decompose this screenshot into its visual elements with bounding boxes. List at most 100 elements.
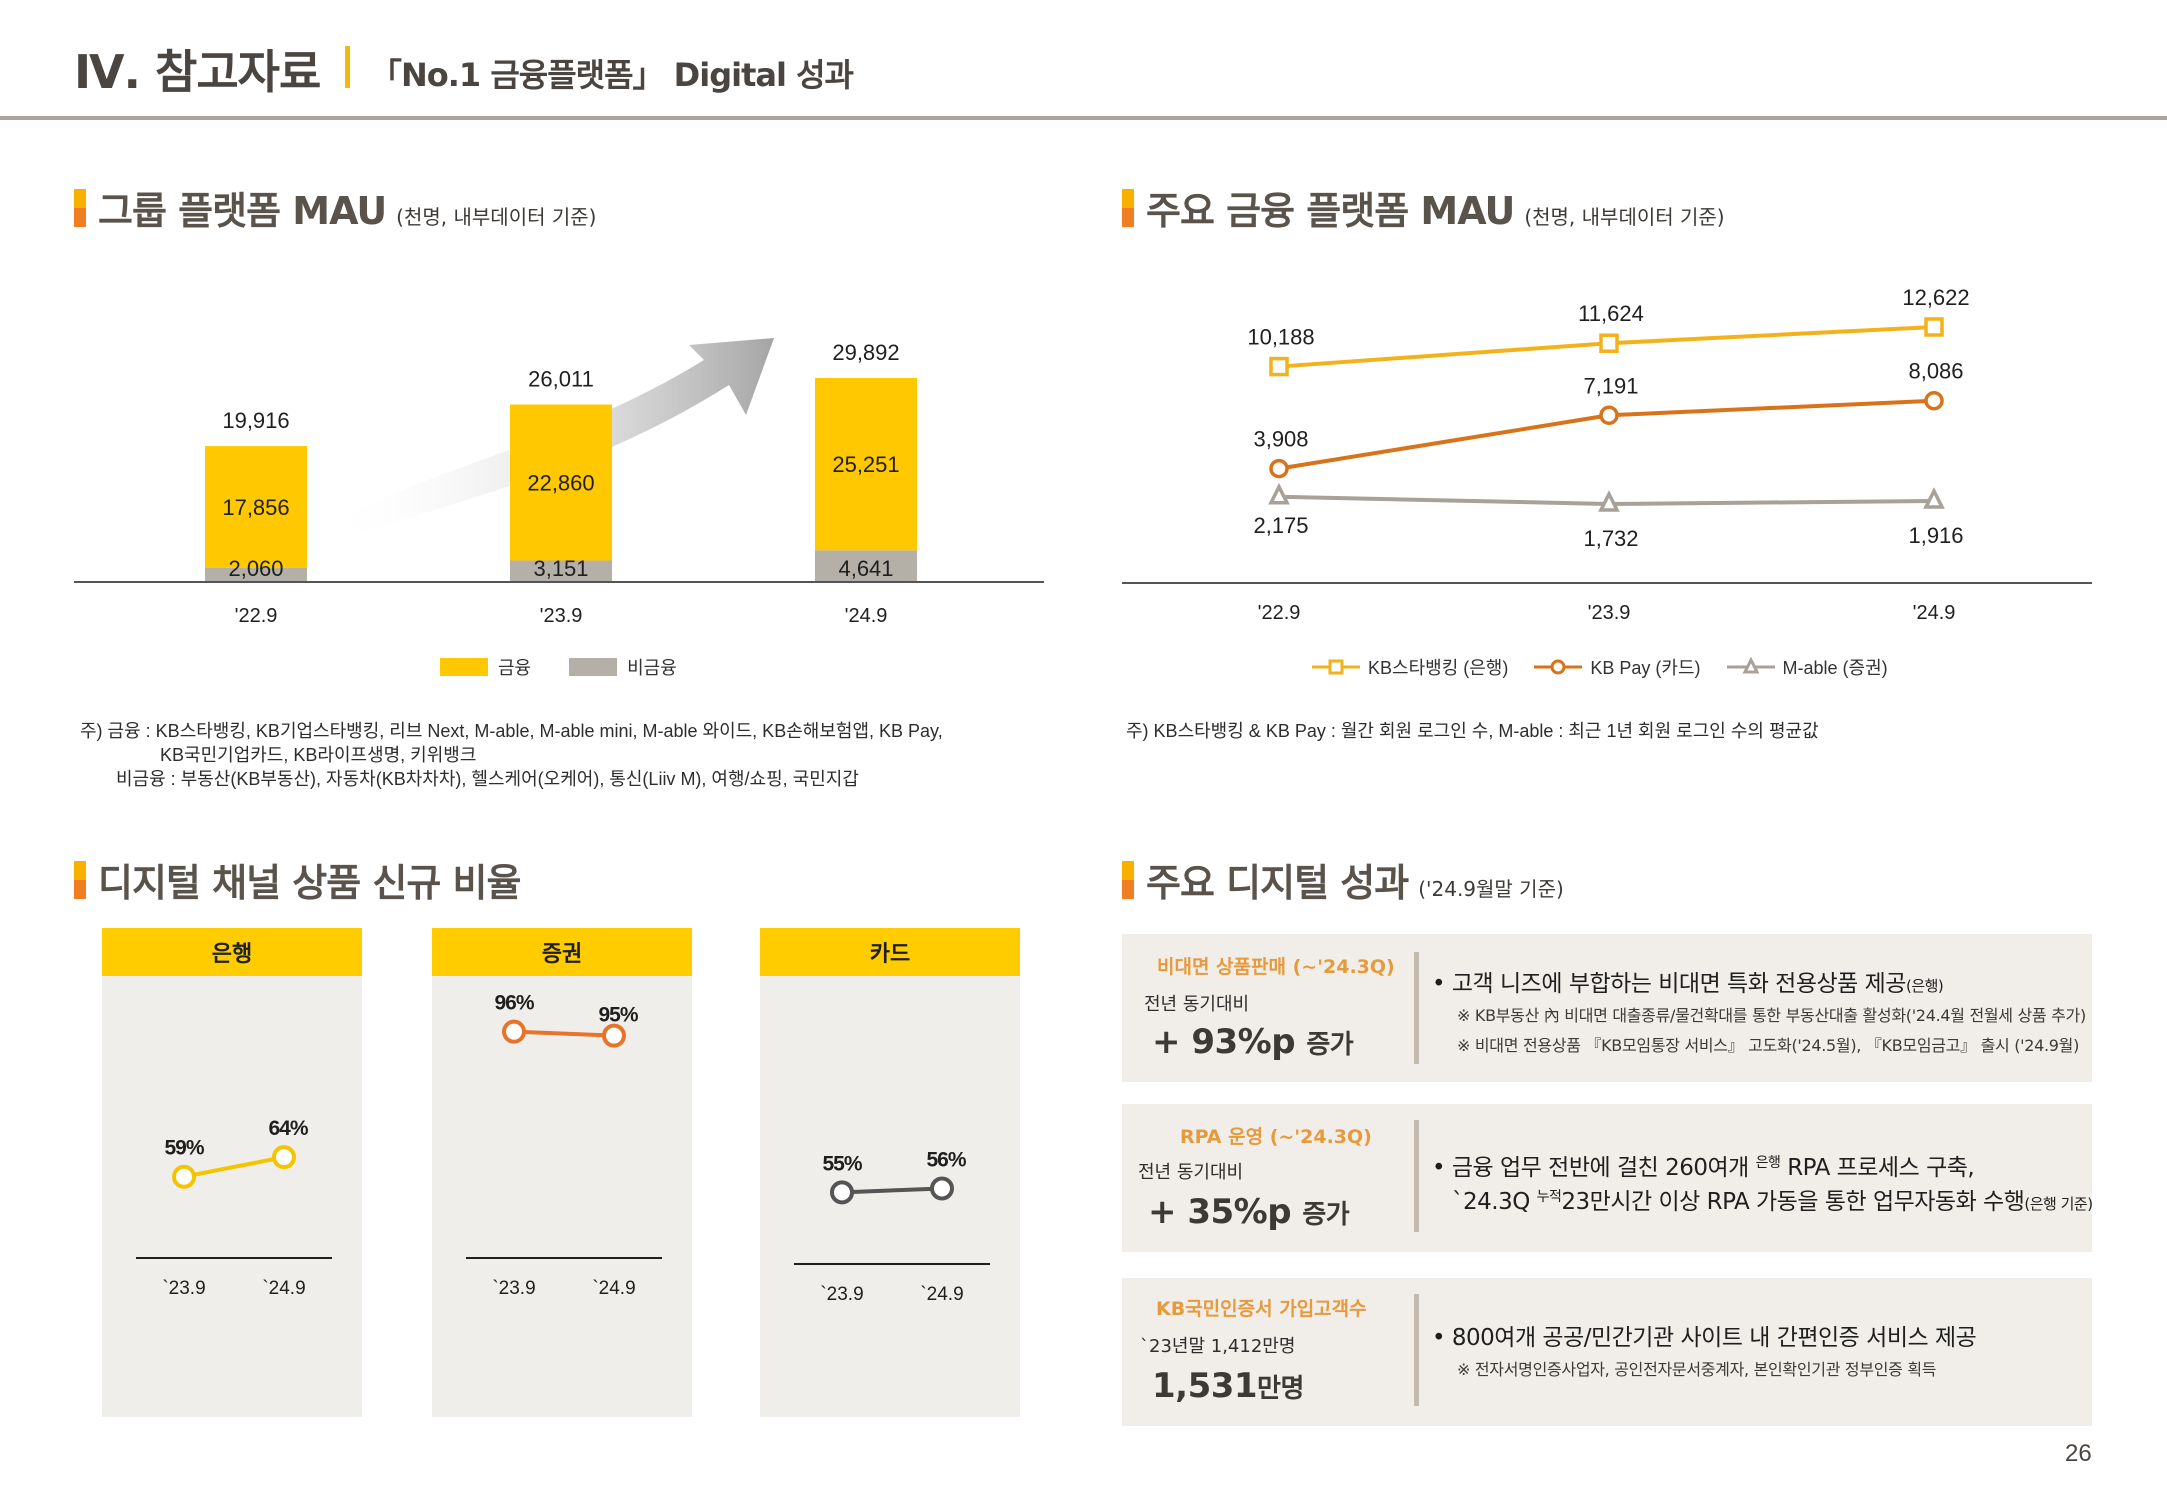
section-accent-bar: [1122, 860, 1134, 899]
kpi-bullet-sup: 은행: [1755, 1155, 1781, 1171]
bar-label-total: 29,892: [832, 340, 899, 365]
ratio-point: [172, 1164, 196, 1189]
kpi-panel-rpa: RPA 운영 (~'24.3Q) 전년 동기대비 + 35%p 증가 • 금융 …: [1122, 1104, 2093, 1252]
circle-marker: [1924, 390, 1944, 411]
x-tick-label: `24.9: [262, 1278, 305, 1299]
group-mau-note-line2: KB국민기업카드, KB라이프생명, 키위뱅크: [160, 745, 477, 765]
kpi-value: + 93%p 증가: [1152, 1022, 1354, 1062]
kpi-bullet-suffix: (은행): [1905, 977, 1944, 995]
triangle-legend-icon: [1726, 657, 1775, 674]
section-heading-major-mau: 주요 금융 플랫폼 MAU (천명, 내부데이터 기준): [1122, 180, 1725, 235]
ratio-line: [513, 1029, 615, 1038]
legend-marker: [1550, 659, 1566, 675]
bar-nonfinance: [815, 550, 917, 582]
kpi-panel-nonface-sales: 비대면 상품판매 (~'24.3Q) 전년 동기대비 + 93%p 증가 • 고…: [1122, 934, 2092, 1082]
ratio-point: [272, 1145, 296, 1170]
kpi-value-number: 1,531: [1152, 1366, 1258, 1406]
bar-label-finance: 22,860: [527, 470, 594, 495]
section-unit-note: (천명, 내부데이터 기준): [1524, 205, 1725, 229]
kpi-bullet-text: 고객 니즈에 부합하는 비대면 특화 전용상품 제공: [1451, 971, 1907, 997]
kpi-value-suffix: 증가: [1306, 1030, 1354, 1060]
channel-card-card: 카드 55% `23.9 56% `24.9: [760, 928, 1020, 1417]
section-unit-note: ('24.9월말 기준): [1418, 877, 1564, 901]
bar-nonfinance: [205, 567, 307, 582]
bank-ratio-chart: 59% `23.9 64% `24.9: [136, 1117, 332, 1299]
card-ratio-chart: 55% `23.9 56% `24.9: [794, 1148, 990, 1305]
title-separator: [345, 46, 350, 88]
x-tick-label: '23.9: [1588, 602, 1631, 624]
kpi-note: ※ KB부동산 內 비대면 대출종류/물건확대를 통한 부동산대출 활성화('2…: [1457, 1006, 2086, 1025]
kpi-divider: [1414, 952, 1419, 1064]
kpi-bullet-text: 23만시간 이상 RPA 가동을 통한 업무자동화 수행: [1561, 1189, 2025, 1215]
page-title: Ⅳ. 참고자료: [74, 45, 321, 99]
ratio-line: [841, 1186, 943, 1195]
section-heading-digital-performance: 주요 디지털 성과 ('24.9월말 기준): [1122, 852, 1564, 907]
major-mau-line-svg: 10,188 11,624 12,622 3,908 7,191 8,086 2,175 1,…: [1122, 285, 2092, 624]
x-tick-label: `23.9: [162, 1278, 205, 1299]
kpi-label: KB국민인증서 가입고객수: [1156, 1298, 1367, 1320]
legend-item: KB스타뱅킹 (은행): [1312, 654, 1508, 680]
channel-card-header: 카드: [760, 928, 1020, 976]
bar-label-nonfinance: 2,060: [228, 556, 283, 581]
kpi-label: RPA 운영 (~'24.3Q): [1180, 1126, 1372, 1148]
bar-finance: [510, 404, 612, 561]
ratio-label: 55%: [822, 1152, 862, 1175]
channel-card-header: 증권: [432, 928, 692, 976]
legend-swatch-nonfinance: [569, 658, 618, 676]
bar-finance: [205, 446, 307, 568]
point-label: 3,908: [1253, 427, 1308, 452]
kpi-bullet-text: 800여개 공공/민간기관 사이트 내 간편인증 서비스 제공: [1451, 1325, 1977, 1351]
section-unit-note: (천명, 내부데이터 기준): [396, 205, 597, 229]
channel-card-bank: 은행 59% `23.9 64% `24.9: [102, 928, 362, 1417]
x-tick-label: '24.9: [1913, 602, 1956, 624]
group-mau-legend: 금융 비금융: [440, 654, 677, 680]
kpi-panel-kb-certificate: KB국민인증서 가입고객수 `23년말 1,412만명 1,531만명 • 80…: [1122, 1278, 2092, 1426]
point-label: 7,191: [1583, 373, 1638, 398]
ratio-point: [930, 1176, 954, 1201]
kpi-note: ※ 전자서명인증사업자, 공인전자문서중계자, 본인확인기관 정부인증 획득: [1457, 1360, 1937, 1379]
bar-nonfinance: [510, 560, 612, 582]
group-mau-note-line1: 주) 금융 : KB스타뱅킹, KB기업스타뱅킹, 리브 Next, M-abl…: [80, 721, 943, 741]
ratio-label: 96%: [494, 992, 534, 1015]
ratio-point: [830, 1180, 854, 1205]
point-label: 12,622: [1902, 285, 1969, 310]
bar-label-finance: 25,251: [832, 452, 899, 477]
ratio-label: 59%: [164, 1137, 204, 1160]
kpi-bullet-text: RPA 프로세스 구축,: [1787, 1155, 1975, 1181]
point-label: 11,624: [1578, 301, 1644, 326]
kpi-label: 비대면 상품판매 (~'24.3Q): [1157, 956, 1395, 978]
kpi-bullet-line2: `24.3Q 누적23만시간 이상 RPA 가동을 통한 업무자동화 수행(은행…: [1452, 1182, 2093, 1216]
kpi-value: + 35%p 증가: [1148, 1192, 1350, 1232]
bar-label-total: 19,916: [222, 408, 289, 433]
kpi-divider: [1414, 1120, 1419, 1232]
bar-label-total: 26,011: [528, 366, 594, 391]
kpi-bullet-text: 금융 업무 전반에 걸친 260여개: [1451, 1155, 1749, 1181]
kpi-bullet-suffix: (은행 기준): [2024, 1195, 2093, 1213]
square-legend-icon: [1312, 659, 1360, 675]
legend-marker: [1742, 657, 1759, 674]
ratio-point: [602, 1023, 626, 1048]
circle-marker: [1269, 458, 1289, 479]
triangle-marker: [1923, 487, 1945, 509]
section-accent-bar: [1122, 188, 1134, 227]
kpi-bullet: • 800여개 공공/민간기관 사이트 내 간편인증 서비스 제공: [1432, 1325, 1977, 1351]
kpi-value-suffix: 증가: [1302, 1200, 1350, 1230]
major-mau-legend: KB스타뱅킹 (은행) KB Pay (카드) M-able (증권): [1312, 654, 1888, 680]
bar-label-nonfinance: 4,641: [838, 556, 893, 581]
legend-label: KB Pay (카드): [1590, 658, 1701, 678]
kpi-divider: [1414, 1294, 1419, 1406]
kpi-sub: 전년 동기대비: [1138, 1162, 1244, 1183]
kpi-value-suffix: 만명: [1257, 1374, 1304, 1404]
legend-marker: [1328, 659, 1344, 675]
x-tick-label: '22.9: [1258, 602, 1301, 624]
major-mau-note: 주) KB스타뱅킹 & KB Pay : 월간 회원 로그인 수, M-able…: [1126, 721, 1819, 741]
ratio-label: 95%: [598, 1004, 638, 1027]
section-title: 주요 금융 플랫폼 MAU: [1146, 189, 1515, 233]
triangle-marker: [1268, 482, 1290, 505]
securities-ratio-chart: 96% `23.9 95% `24.9: [466, 992, 662, 1299]
kpi-bullet-sup: 누적: [1536, 1189, 1562, 1205]
x-tick-label: `23.9: [492, 1278, 535, 1299]
kpi-sub: 전년 동기대비: [1144, 994, 1250, 1015]
x-tick-label: `23.9: [820, 1284, 863, 1305]
section-title: 그룹 플랫폼 MAU: [98, 189, 387, 233]
